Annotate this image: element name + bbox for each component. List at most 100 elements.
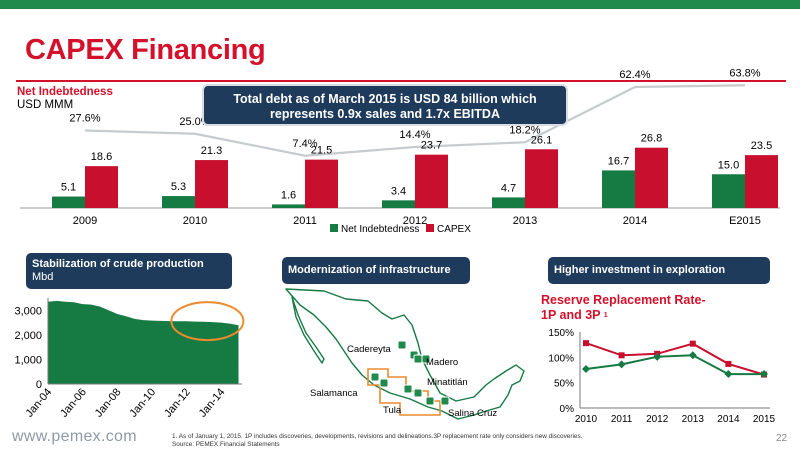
bar-capex xyxy=(635,147,668,208)
footnote-1: 1. As of January 1, 2015. 1P includes di… xyxy=(172,433,583,440)
y-tick-label: 0% xyxy=(560,404,575,415)
ratio-label: 63.8% xyxy=(729,67,760,79)
y-tick-label: 0 xyxy=(36,379,42,391)
bar-net-indebtedness xyxy=(492,197,525,208)
data-label-capex: 23.5 xyxy=(751,140,772,152)
bar-net-indebtedness xyxy=(272,204,305,208)
x-tick-label: 2011 xyxy=(293,215,317,227)
highlight-ellipse xyxy=(170,301,245,342)
y-tick-label: 50% xyxy=(554,379,574,390)
footer-url[interactable]: www.pemex.com xyxy=(12,428,137,445)
x-tick-label: 2010 xyxy=(183,215,207,227)
data-point-square xyxy=(583,340,589,347)
map-label-salamanca: Salamanca xyxy=(310,388,358,399)
y-tick-label: 100% xyxy=(548,353,574,364)
reserve-title-line-2: 1P and 3P 1 xyxy=(541,308,706,323)
data-label-net-indebtedness: 15.0 xyxy=(718,159,739,171)
x-tick-label: Jan-08 xyxy=(93,386,124,419)
production-panel-unit: Mbd xyxy=(32,271,54,283)
legend-label-net-indebtedness: Net Indebtedness xyxy=(341,224,419,235)
map-label-cadereyta: Cadereyta xyxy=(347,344,392,355)
bar-capex xyxy=(745,155,778,208)
x-tick-label: Jan-04 xyxy=(23,386,54,419)
capex-bar-chart: 5.118.6200927.6%5.321.3201025.0%1.621.52… xyxy=(20,67,780,235)
production-area xyxy=(48,300,239,384)
bar-net-indebtedness xyxy=(52,196,85,208)
x-tick-label: 2011 xyxy=(611,414,633,425)
data-point-square xyxy=(618,352,625,359)
refinery-marker xyxy=(403,384,413,394)
data-label-capex: 18.6 xyxy=(91,151,112,163)
reserve-title-line-1: Reserve Replacement Rate- xyxy=(541,293,706,307)
refinery-marker xyxy=(397,340,407,350)
refinery-region-outline xyxy=(367,368,441,416)
refinery-marker xyxy=(425,396,435,406)
series-line-3p xyxy=(585,342,765,376)
ratio-label: 18.2% xyxy=(509,124,540,136)
data-label-capex: 26.8 xyxy=(641,133,662,145)
data-label-capex: 21.5 xyxy=(311,145,332,157)
page-number: 22 xyxy=(776,433,788,444)
mexico-refinery-map: Cadereyta Madero Salamanca Minatitlán Tu… xyxy=(285,288,525,420)
x-tick-label: 2010 xyxy=(575,414,598,425)
legend-label-capex: CAPEX xyxy=(437,224,471,235)
data-point-diamond xyxy=(582,364,590,373)
data-label-capex: 21.3 xyxy=(201,145,222,157)
x-tick-label: E2015 xyxy=(729,215,761,227)
x-tick-label: 2012 xyxy=(646,414,669,425)
y-tick-label: 2,000 xyxy=(14,330,42,342)
data-label-net-indebtedness: 5.3 xyxy=(171,181,186,193)
indebtedness-ratio-line xyxy=(84,84,746,157)
legend-swatch-net-indebtedness xyxy=(330,224,338,232)
bar-net-indebtedness xyxy=(382,200,415,208)
data-point-diamond xyxy=(760,370,768,379)
map-label-salina-cruz: Salina Cruz xyxy=(448,408,497,419)
bar-capex xyxy=(85,166,118,208)
production-panel-header: Stabilization of crude production Mbd xyxy=(26,253,232,289)
bar-capex xyxy=(305,159,338,208)
bar-net-indebtedness xyxy=(602,170,635,208)
reserve-replacement-chart: 0% 50% 100% 150% 2010 2011 2012 2013 2014 2015 xyxy=(548,328,775,425)
exploration-panel-header: Higher investment in exploration xyxy=(548,257,770,284)
bar-capex xyxy=(525,149,558,208)
chart-unit-label: USD MMM xyxy=(17,99,74,111)
mexico-outline xyxy=(285,288,525,420)
footnote-marker: 1 xyxy=(603,312,608,319)
x-tick-label: 2012 xyxy=(403,215,427,227)
chart-title-net-indebtedness: Net Indebtedness xyxy=(17,86,113,98)
data-point-square xyxy=(689,340,696,347)
x-tick-label: Jan-14 xyxy=(197,386,228,419)
y-tick-label: 3,000 xyxy=(14,305,42,317)
refinery-marker xyxy=(413,388,423,398)
x-tick-label: 2013 xyxy=(682,414,705,425)
reserve-title-text: 1P and 3P xyxy=(541,308,601,322)
map-label-tula: Tula xyxy=(383,405,402,416)
legend-swatch-capex xyxy=(426,224,434,232)
data-point-diamond xyxy=(653,352,662,361)
data-label-net-indebtedness: 16.7 xyxy=(608,155,629,167)
footnotes: 1. As of January 1, 2015. 1P includes di… xyxy=(172,433,582,449)
page-title: CAPEX Financing xyxy=(25,34,266,66)
data-label-net-indebtedness: 3.4 xyxy=(391,185,406,197)
bar-net-indebtedness xyxy=(712,174,745,208)
bar-capex xyxy=(415,154,448,208)
y-tick-label: 150% xyxy=(548,328,574,339)
callout-line-1: Total debt as of March 2015 is USD 84 bi… xyxy=(233,92,537,106)
data-label-capex: 23.7 xyxy=(421,140,442,152)
footnote-source: Source: PEMEX Financial Statements xyxy=(172,441,280,448)
reserve-replacement-title: Reserve Replacement Rate- 1P and 3P 1 xyxy=(541,293,706,323)
refinery-marker xyxy=(421,354,431,364)
y-tick-label: 1,000 xyxy=(14,354,42,366)
data-label-net-indebtedness: 4.7 xyxy=(501,182,516,194)
ratio-label: 14.4% xyxy=(399,129,430,141)
data-label-capex: 26.1 xyxy=(531,134,552,146)
infrastructure-panel-header: Modernization of infrastructure xyxy=(282,257,470,284)
ratio-label: 62.4% xyxy=(619,69,650,81)
callout-line-2: represents 0.9x sales and 1.7x EBITDA xyxy=(270,107,500,121)
x-tick-label: Jan-06 xyxy=(58,386,89,419)
bar-capex xyxy=(195,160,228,208)
total-debt-callout: Total debt as of March 2015 is USD 84 bi… xyxy=(202,84,568,126)
refinery-marker xyxy=(440,396,450,406)
x-tick-label: Jan-12 xyxy=(162,386,193,419)
ratio-label: 27.6% xyxy=(69,113,100,125)
